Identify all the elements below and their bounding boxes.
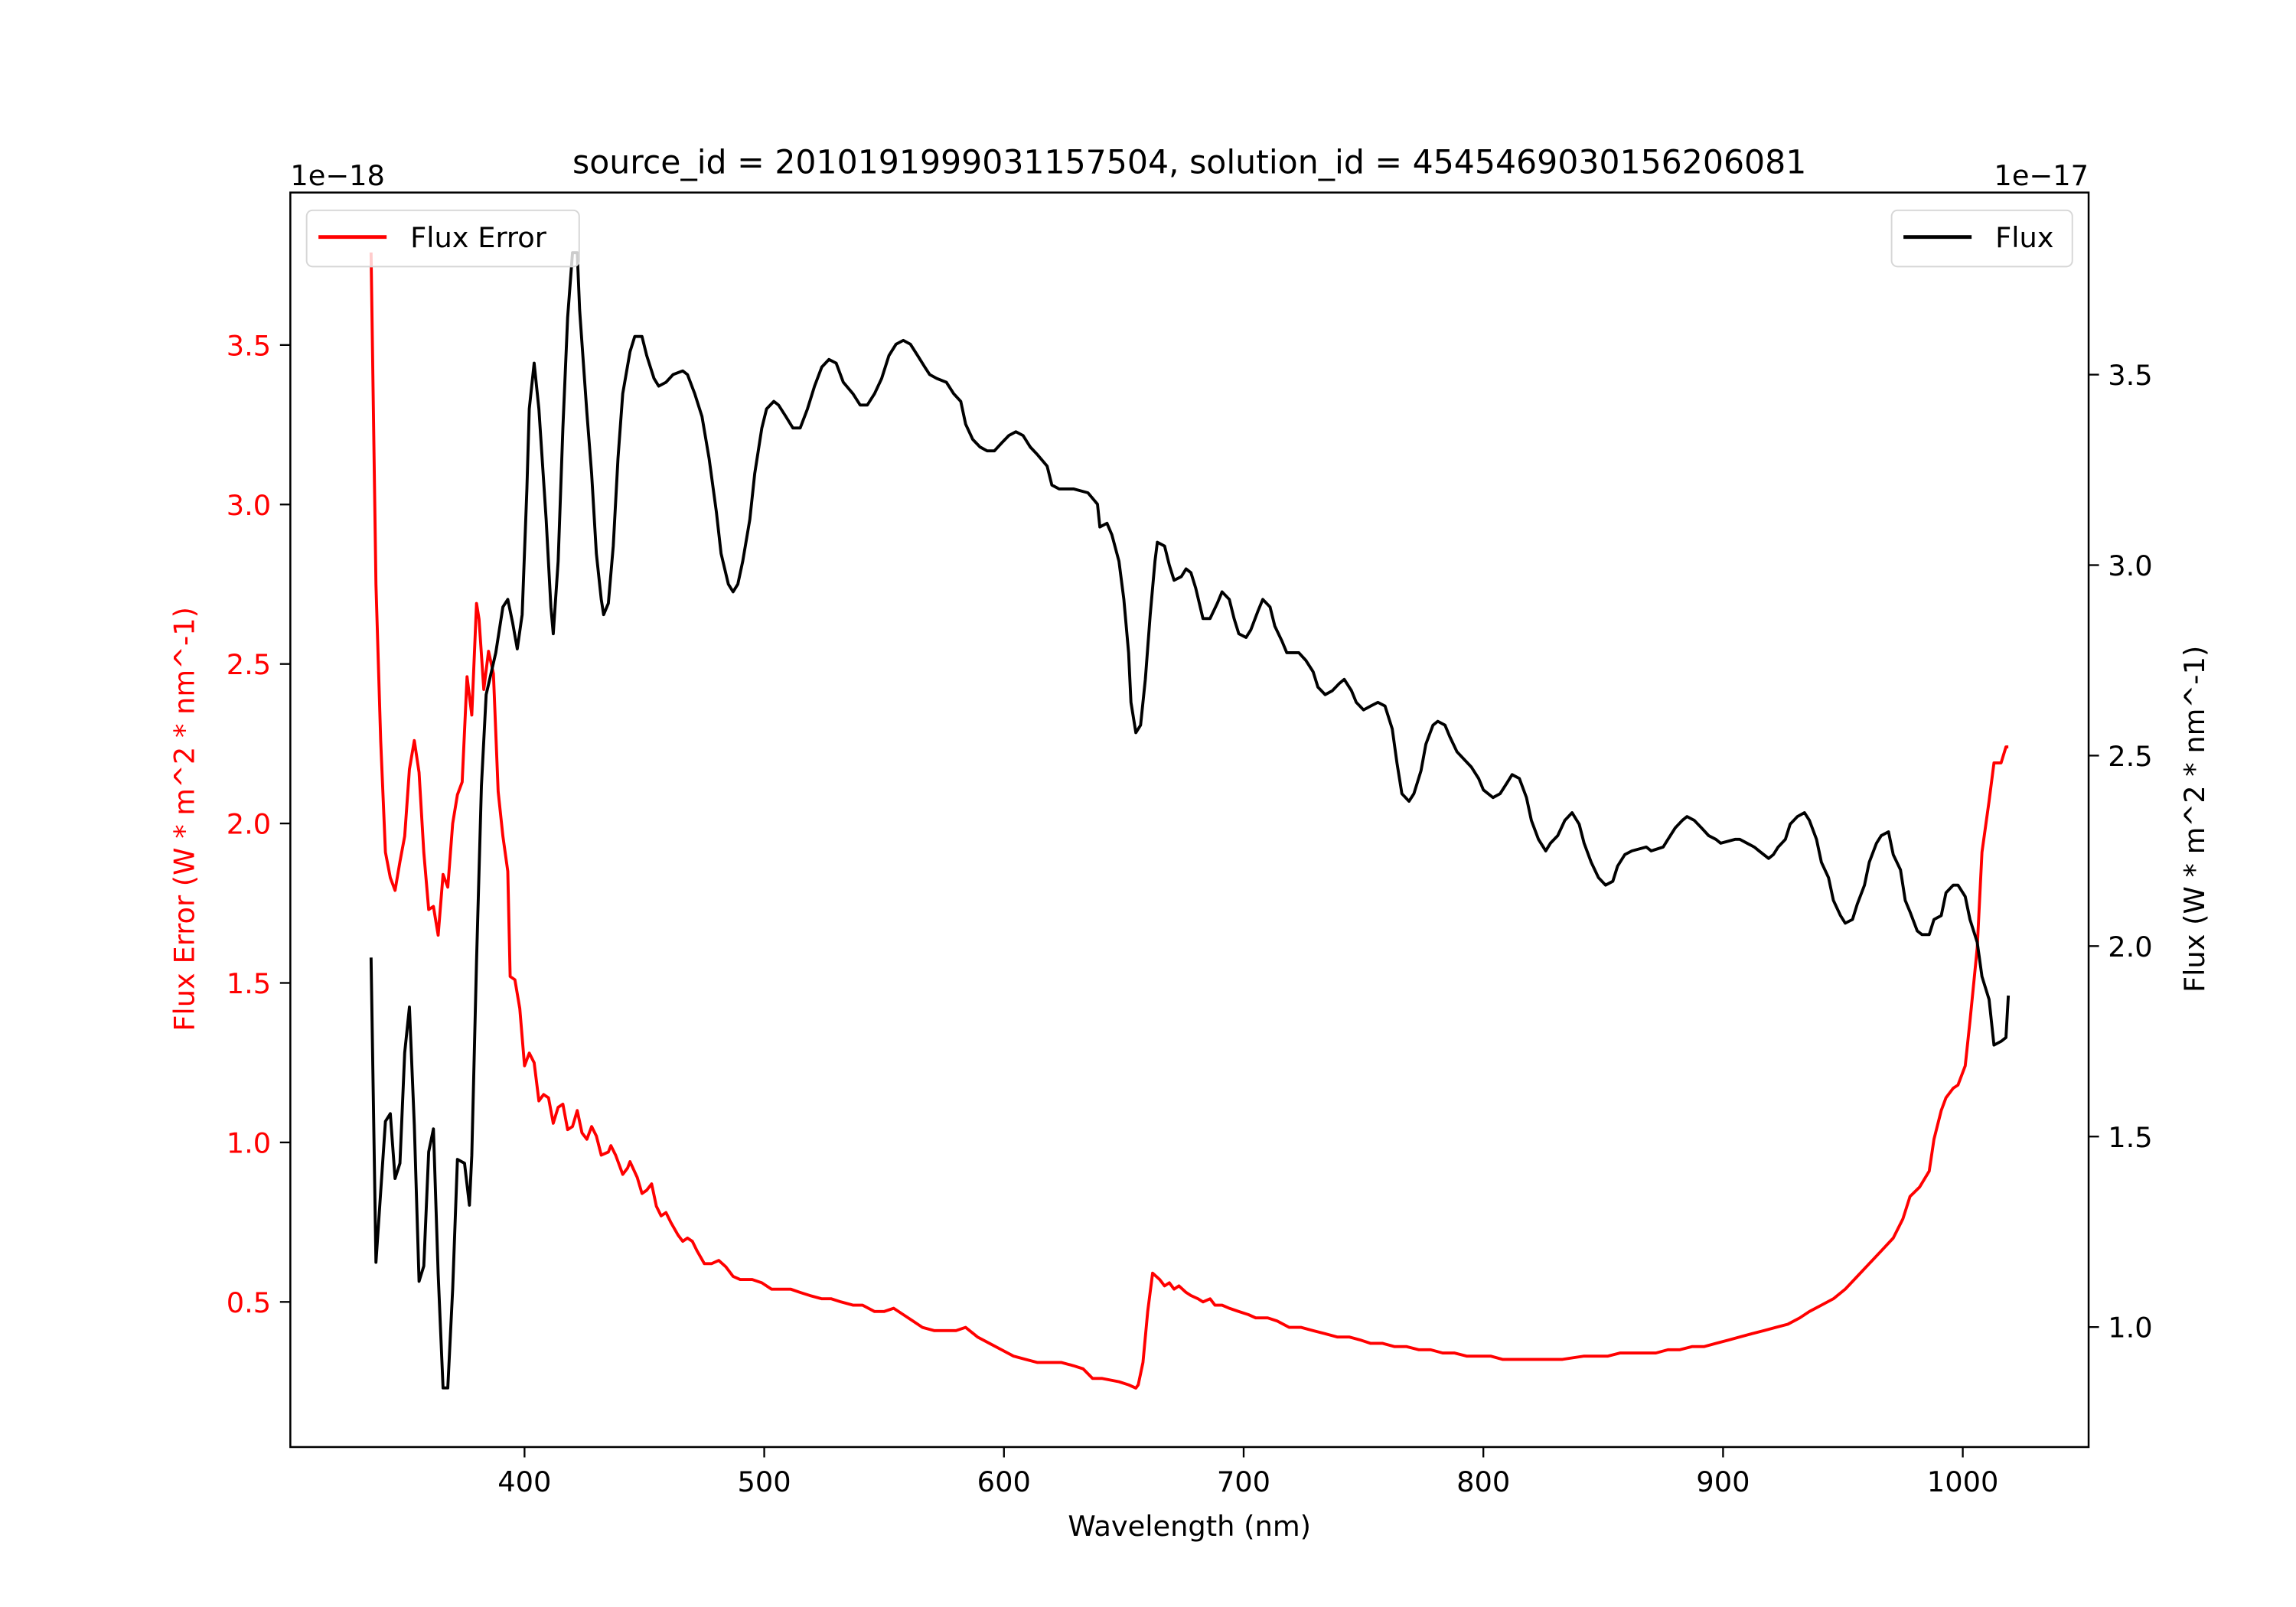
axes-frame — [289, 191, 2090, 1449]
right-y-tick-label: 1.5 — [2108, 1121, 2152, 1154]
right-y-tick-label: 2.5 — [2108, 740, 2152, 773]
x-tick-label: 1000 — [1927, 1465, 1999, 1498]
left-y-tick-label: 1.5 — [227, 967, 271, 1000]
x-tick-label: 900 — [1696, 1465, 1750, 1498]
right-y-tick-label: 3.5 — [2108, 359, 2152, 392]
left-y-tick-label: 2.5 — [227, 648, 271, 681]
series-line-flux — [369, 251, 2011, 1390]
left-y-tick-label: 3.5 — [227, 329, 271, 362]
legend-flux: Flux — [1890, 209, 2073, 268]
series-line-flux-error — [369, 252, 2009, 1390]
left-y-tick-label: 0.5 — [227, 1286, 271, 1319]
x-axis-ticks: 400 500 600 700 800 900 1000 — [497, 1446, 1999, 1498]
right-offset-text: 1e−17 — [1994, 159, 2089, 192]
right-y-tick-label: 2.0 — [2108, 931, 2152, 963]
left-y-axis-label: Flux Error (W * m^2 * nm^-1) — [168, 607, 201, 1032]
x-tick-label: 800 — [1456, 1465, 1510, 1498]
x-tick-label: 500 — [737, 1465, 791, 1498]
left-y-tick-label: 1.0 — [227, 1126, 271, 1159]
x-tick-label: 700 — [1217, 1465, 1270, 1498]
legend-flux-error: Flux Error — [305, 209, 580, 268]
legend-label-flux-error: Flux Error — [410, 221, 547, 254]
left-offset-text: 1e−18 — [290, 159, 385, 192]
legend-box — [305, 209, 580, 268]
legend-box — [1890, 209, 2073, 268]
right-y-tick-label: 1.0 — [2108, 1312, 2152, 1345]
plot-lines — [369, 251, 2011, 1390]
x-axis-label: Wavelength (nm) — [1068, 1510, 1311, 1543]
x-tick-label: 600 — [977, 1465, 1031, 1498]
left-y-tick-label: 2.0 — [227, 808, 271, 841]
x-tick-label: 400 — [497, 1465, 551, 1498]
left-y-axis-ticks: 0.5 1.0 1.5 2.0 2.5 3.0 3.5 — [227, 329, 291, 1319]
left-y-tick-label: 3.0 — [227, 489, 271, 522]
legend-label-flux: Flux — [1995, 221, 2053, 254]
right-y-axis-ticks: 1.0 1.5 2.0 2.5 3.0 3.5 — [2089, 359, 2153, 1345]
chart-title: source_id = 2010191999031157504, solutio… — [572, 143, 1806, 181]
right-y-tick-label: 3.0 — [2108, 549, 2152, 582]
right-y-axis-label: Flux (W * m^2 * nm^-1) — [2178, 646, 2211, 993]
